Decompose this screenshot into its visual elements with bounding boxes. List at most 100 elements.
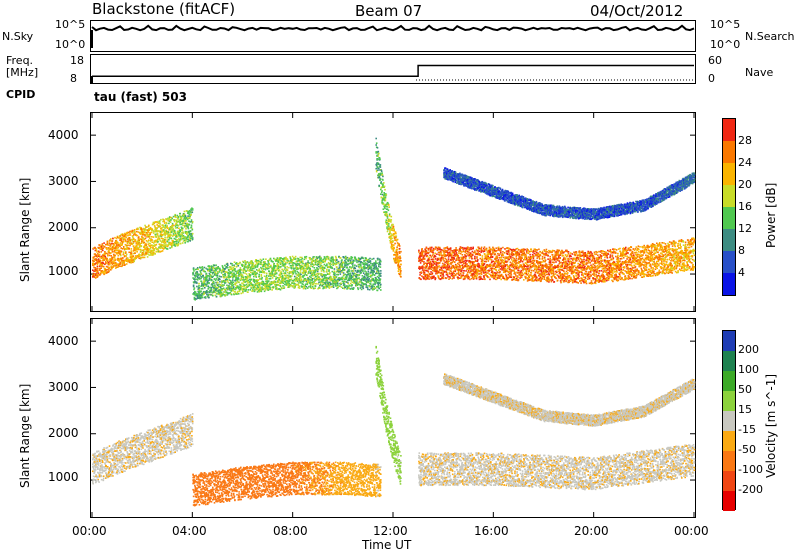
echo-pixel (194, 291, 197, 293)
echo-pixel (192, 268, 195, 271)
echo-pixel (314, 270, 317, 273)
echo-pixel (194, 268, 197, 271)
echo-pixel (137, 227, 139, 230)
echo-pixel (171, 235, 174, 237)
echo-pixel (223, 276, 225, 279)
echo-pixel (177, 218, 179, 220)
echo-pixel (247, 289, 250, 291)
echo-pixel (156, 224, 158, 226)
echo-pixel (196, 279, 199, 281)
echo-pixel (92, 260, 94, 262)
echo-pixel (99, 274, 101, 276)
echo-pixel (371, 258, 373, 260)
echo-pixel (233, 261, 236, 263)
echo-pixel (253, 281, 256, 283)
echo-pixel (147, 247, 150, 250)
echo-pixel (165, 221, 168, 224)
echo-pixel (180, 235, 183, 237)
echo-pixel (193, 296, 196, 299)
echo-pixel (197, 293, 199, 295)
echo-pixel (113, 244, 115, 246)
echo-pixel (347, 272, 349, 275)
echo-pixel (152, 246, 154, 249)
echo-pixel (162, 230, 164, 233)
echo-pixel (366, 286, 369, 289)
echo-pixel (266, 276, 268, 279)
echo-pixel (391, 237, 393, 240)
echo-pixel (209, 274, 212, 276)
echo-pixel (273, 275, 275, 277)
echo-pixel (209, 268, 212, 271)
echo-pixel (376, 262, 378, 265)
echo-pixel (263, 290, 266, 293)
echo-pixel (94, 263, 96, 265)
echo-pixel (429, 254, 431, 257)
echo-pixel (204, 297, 207, 299)
echo-pixel (170, 234, 172, 236)
echo-pixel (207, 290, 209, 293)
echo-pixel (258, 268, 260, 270)
echo-pixel (125, 235, 127, 237)
echo-pixel (339, 273, 342, 275)
radar-title: Blackstone (fitACF) (92, 0, 235, 18)
echo-pixel (204, 296, 207, 298)
echo-pixel (108, 266, 111, 269)
echo-pixel (169, 247, 171, 249)
echo-pixel (166, 240, 169, 243)
echo-pixel (214, 294, 217, 297)
echo-pixel (184, 237, 186, 239)
echo-pixel (247, 269, 249, 272)
echo-pixel (362, 272, 365, 274)
echo-pixel (250, 282, 252, 284)
echo-pixel (136, 247, 138, 250)
echo-pixel (157, 226, 160, 228)
echo-pixel (130, 243, 132, 245)
echo-pixel (171, 239, 173, 242)
echo-pixel (117, 257, 120, 260)
echo-pixel (130, 261, 133, 264)
echo-pixel (360, 263, 362, 266)
echo-pixel (143, 234, 146, 236)
echo-pixel (394, 242, 396, 245)
echo-pixel (245, 288, 247, 291)
noise-trace (91, 24, 695, 32)
echo-pixel (342, 287, 344, 289)
echo-pixel (194, 297, 196, 300)
echo-pixel (373, 274, 376, 276)
echo-pixel (436, 249, 439, 252)
echo-pixel (117, 245, 119, 247)
echo-pixel (152, 236, 155, 238)
echo-pixel (216, 276, 219, 278)
echo-pixel (292, 272, 295, 275)
echo-pixel (168, 220, 171, 223)
power-colorbar (722, 118, 736, 296)
echo-pixel (157, 220, 159, 223)
echo-pixel (94, 268, 97, 271)
echo-pixel (419, 262, 422, 264)
echo-pixel (202, 282, 204, 285)
echo-pixel (258, 263, 260, 265)
echo-pixel (205, 274, 207, 277)
echo-pixel (212, 294, 214, 297)
echo-pixel (275, 284, 278, 286)
echo-pixel (380, 289, 382, 291)
echo-pixel (161, 234, 164, 236)
echo-pixel (163, 229, 165, 231)
echo-pixel (187, 236, 189, 238)
echo-pixel (119, 252, 122, 254)
freq-tick-top: 18 (70, 54, 84, 67)
echo-pixel (210, 288, 213, 291)
echo-pixel (130, 254, 133, 256)
echo-pixel (432, 249, 435, 251)
echo-pixel (104, 263, 106, 265)
echo-pixel (203, 293, 205, 295)
echo-pixel (398, 252, 401, 254)
echo-pixel (380, 193, 382, 195)
echo-pixel (154, 241, 156, 243)
echo-pixel (270, 266, 272, 268)
echo-pixel (216, 274, 219, 277)
echo-pixel (439, 254, 441, 256)
echo-pixel (94, 259, 97, 262)
echo-pixel (198, 282, 200, 285)
echo-pixel (334, 274, 336, 276)
